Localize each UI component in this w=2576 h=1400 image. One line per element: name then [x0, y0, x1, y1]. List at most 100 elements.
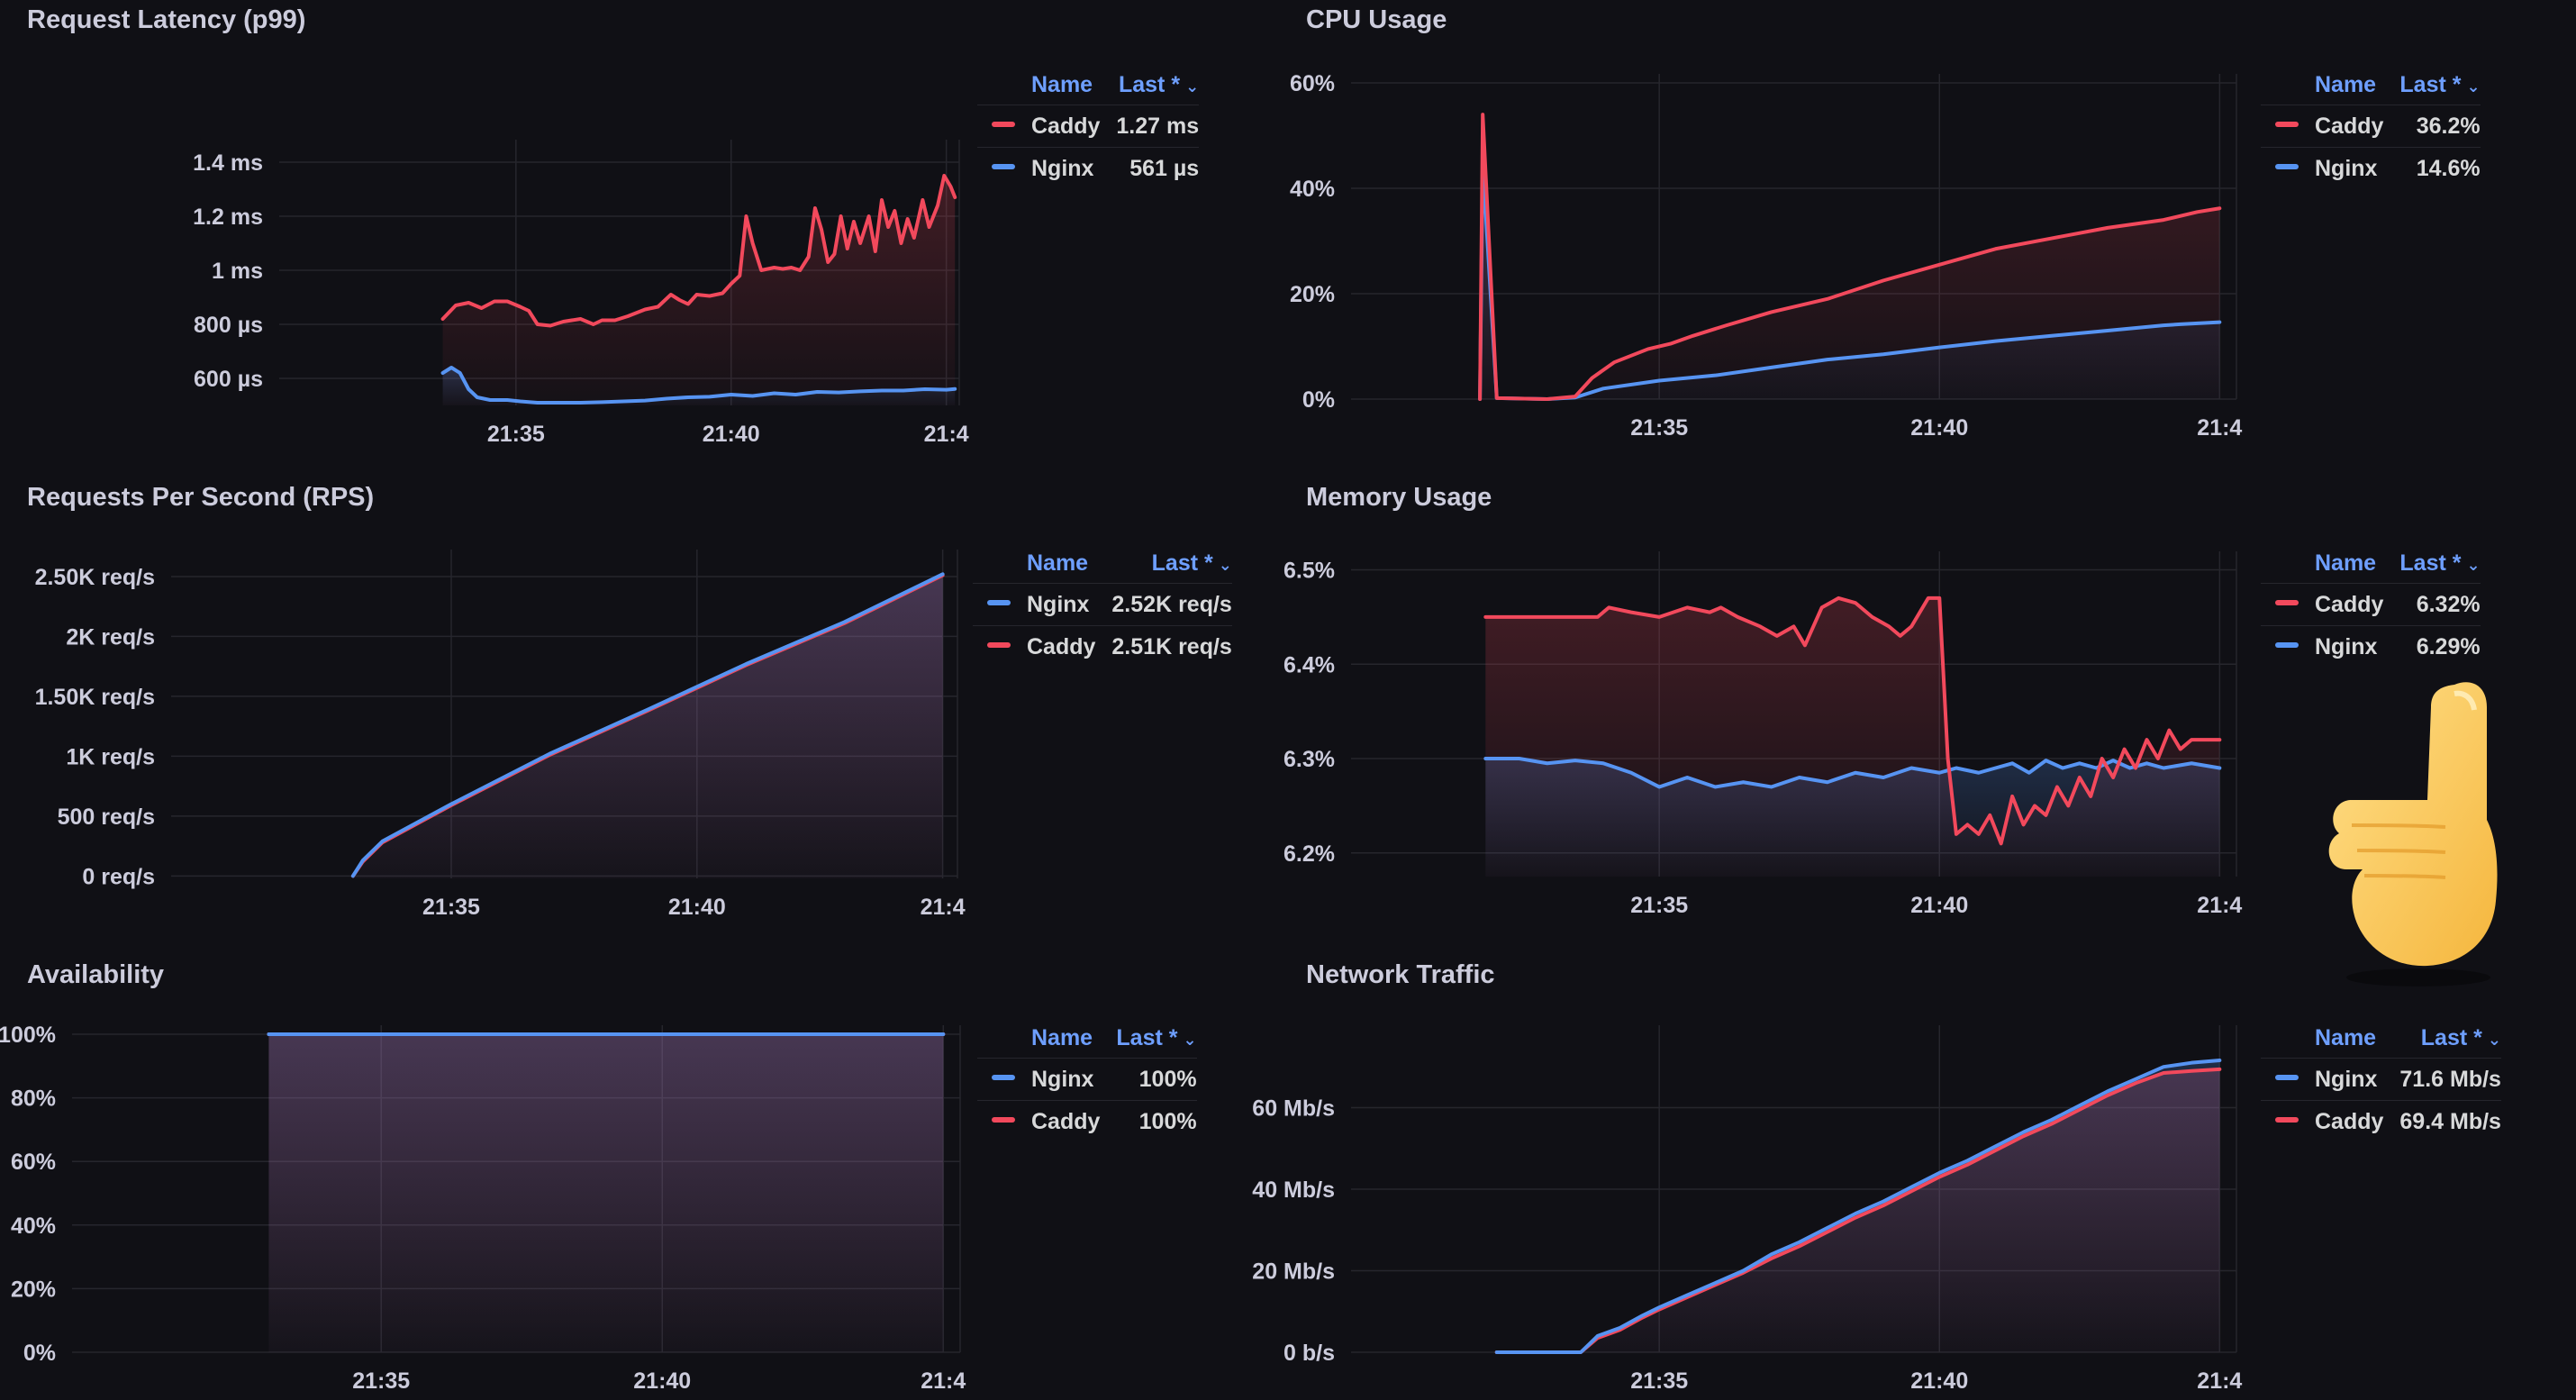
- panel-title[interactable]: CPU Usage: [1306, 5, 1447, 34]
- rps-chart[interactable]: 0 req/s 500 req/s 1K req/s 1.50K req/s 2K re…: [0, 477, 991, 937]
- y-tick-label: 40%: [1290, 177, 1335, 202]
- legend-header-last-label: Last *: [1118, 71, 1181, 97]
- chevron-down-icon: ⌄: [2466, 555, 2481, 574]
- legend-header-last[interactable]: Last * ⌄: [2383, 1018, 2501, 1059]
- legend-series-name: Caddy: [1031, 113, 1101, 139]
- series-color-swatch: [992, 1117, 1015, 1123]
- legend-row-caddy[interactable]: Caddy 36.2%: [2261, 105, 2481, 148]
- legend-header-last-label: Last *: [2399, 550, 2462, 576]
- y-tick-label: 1 ms: [212, 259, 263, 284]
- legend-row-caddy[interactable]: Caddy 69.4 Mb/s: [2261, 1100, 2501, 1142]
- chevron-down-icon: ⌄: [2487, 1030, 2501, 1049]
- y-tick-label: 20 Mb/s: [1252, 1259, 1335, 1284]
- legend-header-name[interactable]: Name: [2315, 550, 2377, 576]
- panel-title[interactable]: Availability: [27, 960, 165, 989]
- y-tick-label: 60%: [11, 1150, 56, 1175]
- legend-last-value: 561 µs: [1100, 147, 1200, 189]
- y-tick-label: 6.4%: [1283, 652, 1335, 677]
- panel-request-latency: Request Latency (p99) 600 µs 800 µs 1 ms 1.…: [0, 0, 1279, 477]
- chevron-down-icon: ⌄: [1185, 77, 1200, 95]
- legend-last-value: 71.6 Mb/s: [2383, 1058, 2501, 1101]
- legend-row-nginx[interactable]: Nginx 561 µs: [977, 147, 1200, 189]
- panel-title[interactable]: Requests Per Second (RPS): [27, 483, 375, 512]
- series-color-swatch: [2275, 164, 2299, 170]
- x-tick-label: 21:40: [1910, 415, 1968, 441]
- legend-header-last[interactable]: Last * ⌄: [2383, 65, 2480, 105]
- legend-row-nginx[interactable]: Nginx 2.52K req/s: [973, 583, 1232, 626]
- legend-table: Name Last * ⌄ Caddy 1.27 ms Nginx 561 µs: [977, 65, 1200, 189]
- legend-row-caddy[interactable]: Caddy 100%: [977, 1100, 1197, 1142]
- x-tick-label: 21:35: [487, 422, 545, 447]
- series-line-caddy: [1478, 113, 2222, 401]
- legend-header-last-label: Last *: [1116, 1024, 1178, 1050]
- x-tick-label: 21:40: [1910, 1368, 1968, 1394]
- y-tick-label: 100%: [0, 1023, 56, 1048]
- series-color-swatch: [992, 1075, 1015, 1081]
- latency-legend: Name Last * ⌄ Caddy 1.27 ms Nginx 561 µs: [977, 65, 1200, 189]
- latency-chart[interactable]: 600 µs 800 µs 1 ms 1.2 ms 1.4 ms 21:35 21:40 21…: [0, 0, 991, 459]
- legend-last-value: 100%: [1100, 1058, 1197, 1101]
- series-color-swatch: [2275, 600, 2299, 606]
- series-color-swatch: [2275, 1075, 2299, 1081]
- legend-series-name: Nginx: [2315, 155, 2378, 181]
- panel-title[interactable]: Memory Usage: [1306, 483, 1492, 512]
- panel-title[interactable]: Network Traffic: [1306, 960, 1495, 989]
- legend-series-name: Caddy: [1031, 1108, 1101, 1134]
- series-line-nginx: [1494, 1058, 2222, 1354]
- series-line-caddy: [1483, 595, 2222, 846]
- y-tick-label: 20%: [11, 1277, 56, 1302]
- legend-row-nginx[interactable]: Nginx 14.6%: [2261, 147, 2481, 189]
- legend-series-name: Caddy: [1027, 633, 1096, 659]
- chevron-down-icon: ⌄: [2466, 77, 2481, 95]
- memory-chart[interactable]: 6.2% 6.3% 6.4% 6.5% 21:35 21:40 21:4: [1279, 477, 2270, 937]
- legend-series-name: Nginx: [2315, 1066, 2378, 1092]
- cpu-chart[interactable]: 0% 20% 40% 60% 21:35 21:40 21:4: [1279, 0, 2270, 459]
- y-tick-label: 40%: [11, 1214, 56, 1239]
- panel-title[interactable]: Request Latency (p99): [27, 5, 306, 34]
- legend-header-name[interactable]: Name: [1027, 550, 1089, 576]
- panel-availability: Availability 0% 20% 40% 60% 80% 100% 21:35 21:4…: [0, 955, 1279, 1400]
- y-tick-label: 0%: [1302, 387, 1335, 413]
- legend-row-caddy[interactable]: Caddy 6.32%: [2261, 583, 2481, 626]
- panel-memory-usage: Memory Usage 6.2% 6.3% 6.4% 6.5% 21:35 21:40 2…: [1279, 477, 2576, 955]
- y-tick-label: 0%: [23, 1341, 56, 1366]
- series-color-swatch: [2275, 1117, 2299, 1123]
- legend-last-value: 2.51K req/s: [1095, 625, 1232, 668]
- legend-row-nginx[interactable]: Nginx 71.6 Mb/s: [2261, 1058, 2501, 1101]
- legend-row-caddy[interactable]: Caddy 1.27 ms: [977, 105, 1200, 148]
- y-tick-label: 1.2 ms: [193, 205, 263, 230]
- legend-row-nginx[interactable]: Nginx 100%: [977, 1058, 1197, 1101]
- legend-last-value: 69.4 Mb/s: [2383, 1100, 2501, 1142]
- legend-header-last-label: Last *: [2399, 71, 2462, 97]
- y-tick-label: 0 b/s: [1283, 1341, 1335, 1366]
- legend-header-last[interactable]: Last * ⌄: [2383, 543, 2480, 584]
- legend-header-name[interactable]: Name: [1031, 1024, 1093, 1050]
- y-tick-label: 6.5%: [1283, 558, 1335, 583]
- cpu-legend: Name Last * ⌄ Caddy 36.2% Nginx 14.6%: [2261, 65, 2481, 189]
- x-tick-label: 21:4: [921, 1368, 966, 1394]
- legend-header-name[interactable]: Name: [2315, 71, 2377, 97]
- legend-header-name[interactable]: Name: [1031, 71, 1093, 97]
- legend-header-last[interactable]: Last * ⌄: [1095, 543, 1232, 584]
- legend-header-name[interactable]: Name: [2315, 1024, 2377, 1050]
- series-area-caddy: [1485, 597, 2220, 877]
- legend-series-name: Caddy: [2315, 1108, 2384, 1134]
- series-area-nginx: [352, 574, 943, 878]
- panel-network-traffic: Network Traffic 0 b/s 20 Mb/s 40 Mb/s 60 Mb…: [1252, 955, 2576, 1400]
- x-tick-label: 21:40: [633, 1368, 691, 1394]
- series-line-nginx: [350, 572, 945, 878]
- series-line-caddy: [440, 174, 957, 328]
- legend-row-caddy[interactable]: Caddy 2.51K req/s: [973, 625, 1232, 668]
- availability-chart[interactable]: 0% 20% 40% 60% 80% 100% 21:35 21:40 21:4: [0, 955, 991, 1400]
- memory-legend: Name Last * ⌄ Caddy 6.32% Nginx 6.29%: [2261, 543, 2481, 668]
- legend-row-nginx[interactable]: Nginx 6.29%: [2261, 625, 2481, 668]
- legend-series-name: Nginx: [1031, 155, 1094, 181]
- legend-header-last[interactable]: Last * ⌄: [1100, 1018, 1196, 1059]
- legend-last-value: 2.52K req/s: [1095, 583, 1232, 626]
- series-color-swatch: [992, 122, 1015, 128]
- network-chart[interactable]: 0 b/s 20 Mb/s 40 Mb/s 60 Mb/s 21:35 21:40 21:4: [1252, 955, 2270, 1400]
- legend-last-value: 1.27 ms: [1100, 105, 1200, 148]
- series-line-nginx: [1483, 757, 2222, 789]
- legend-header-last[interactable]: Last * ⌄: [1100, 65, 1199, 105]
- y-tick-label: 800 µs: [194, 313, 263, 338]
